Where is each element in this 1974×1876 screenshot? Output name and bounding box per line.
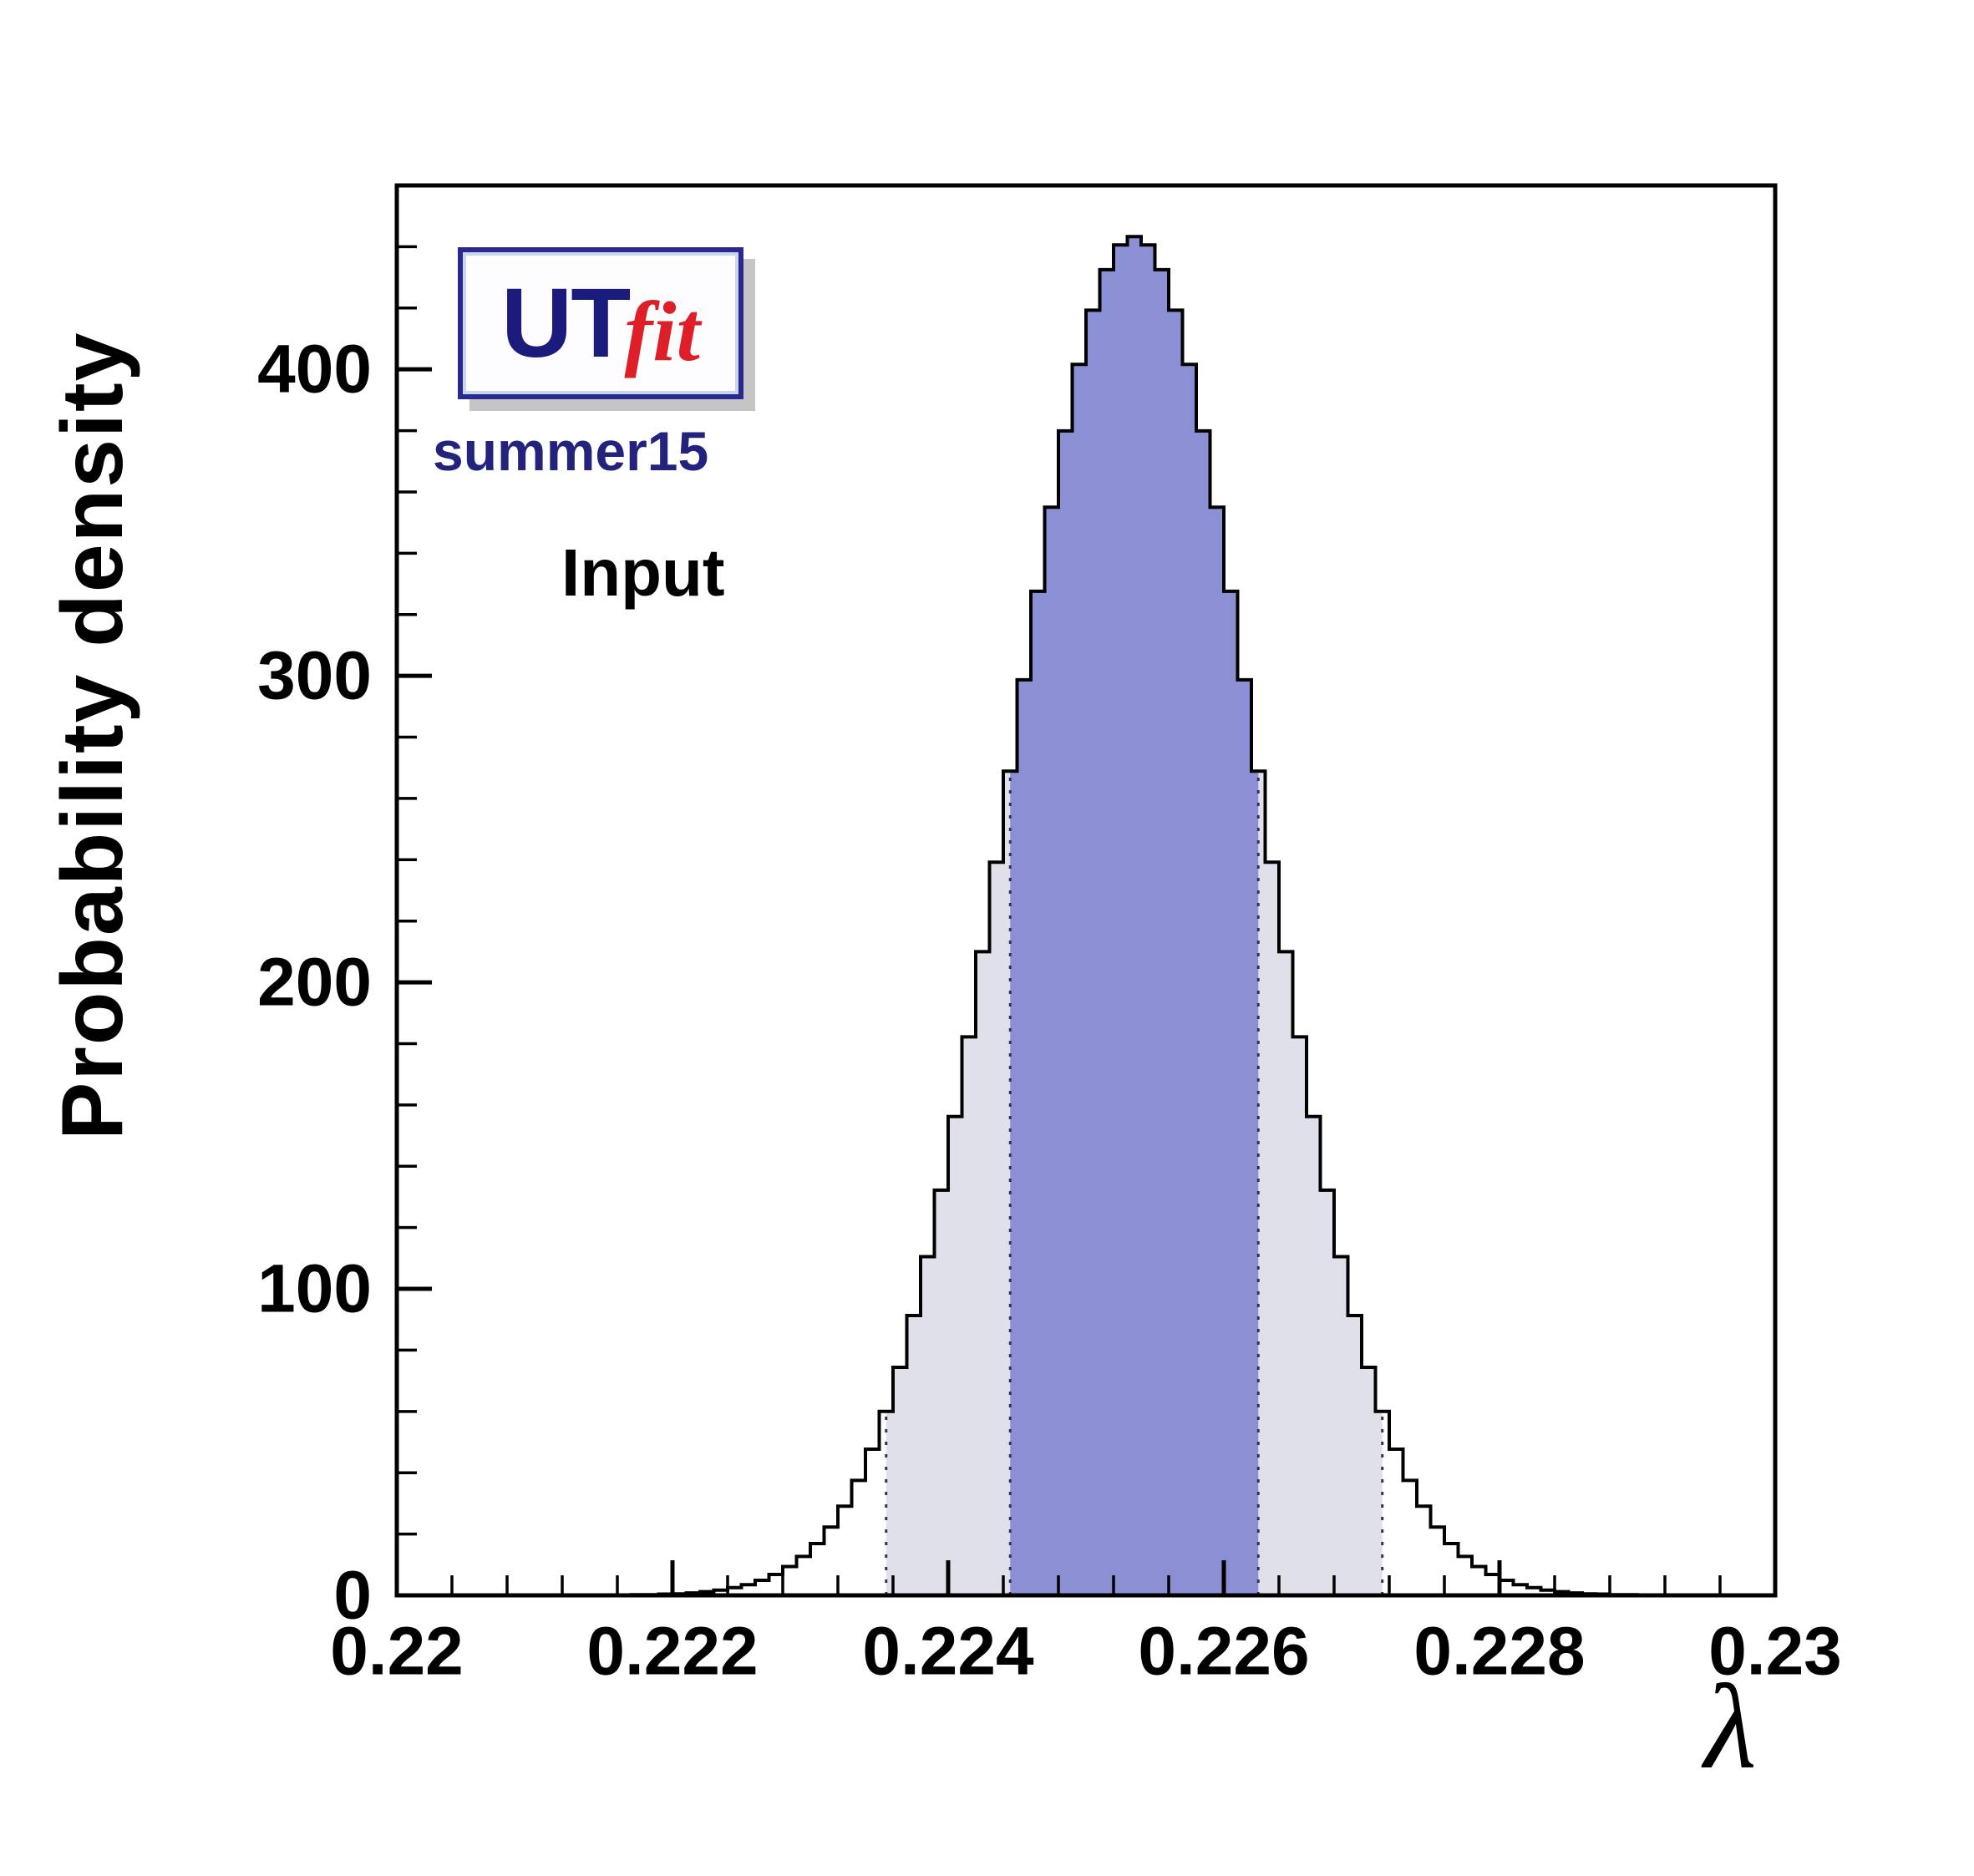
region-68-fill [1010, 236, 1259, 1595]
y-tick-label: 300 [257, 638, 372, 714]
x-tick-label: 0.222 [586, 1613, 758, 1689]
logo-text-fit: fit [624, 284, 700, 379]
y-tick-label: 200 [257, 945, 372, 1021]
y-tick-label: 400 [257, 332, 372, 408]
x-tick-label: 0.23 [1708, 1613, 1842, 1689]
x-tick-label: 0.224 [862, 1613, 1034, 1689]
logo-sublabel-summer15: summer15 [433, 420, 709, 482]
histogram-outline [397, 235, 1775, 1597]
input-annotation: Input [561, 535, 725, 610]
utfit-logo: UT fit [458, 247, 743, 399]
axis-frame [394, 183, 1778, 1598]
logo-text-ut: UT [501, 268, 631, 378]
x-tick-label: 0.228 [1413, 1613, 1585, 1689]
y-tick-label: 0 [333, 1558, 372, 1634]
y-axis-title: Probability density [44, 331, 141, 1140]
x-axis-title: λ [1704, 1661, 1757, 1794]
y-tick-label: 100 [257, 1251, 372, 1327]
x-tick-label: 0.22 [330, 1613, 464, 1689]
x-tick-label: 0.226 [1138, 1613, 1309, 1689]
